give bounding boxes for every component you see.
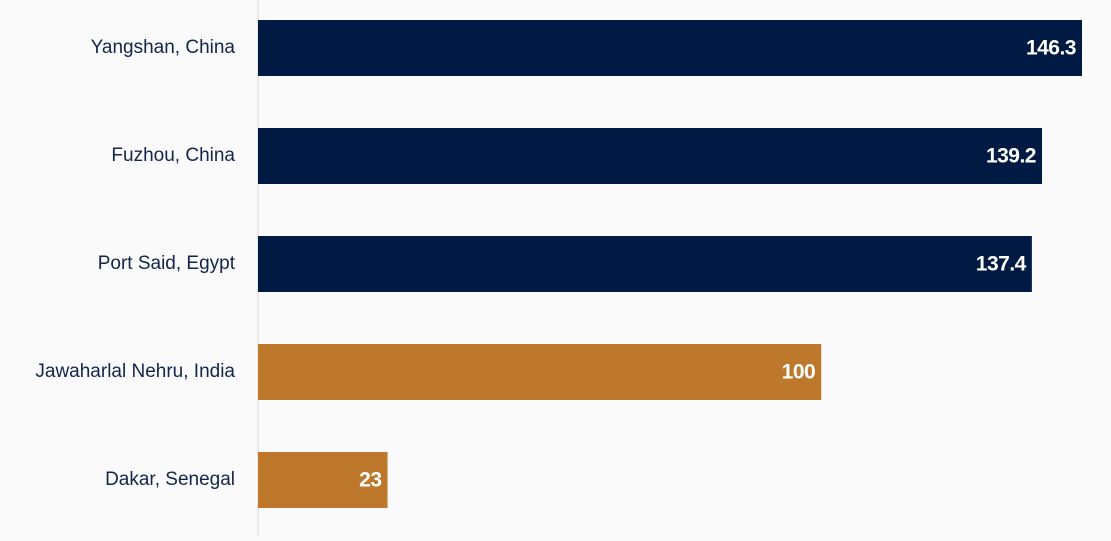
bar [258, 344, 822, 400]
category-label: Yangshan, China [91, 37, 236, 58]
bar [258, 236, 1032, 292]
value-label: 100 [782, 361, 816, 384]
category-label: Jawaharlal Nehru, India [35, 361, 235, 382]
bar [258, 452, 388, 508]
category-label: Dakar, Senegal [105, 469, 235, 490]
bar [258, 20, 1082, 76]
value-label: 139.2 [986, 145, 1036, 168]
category-label: Fuzhou, China [111, 145, 235, 166]
category-label: Port Said, Egypt [98, 253, 236, 274]
value-label: 23 [359, 469, 381, 492]
bar [258, 128, 1043, 184]
value-label: 146.3 [1026, 37, 1076, 60]
value-label: 137.4 [976, 253, 1027, 276]
